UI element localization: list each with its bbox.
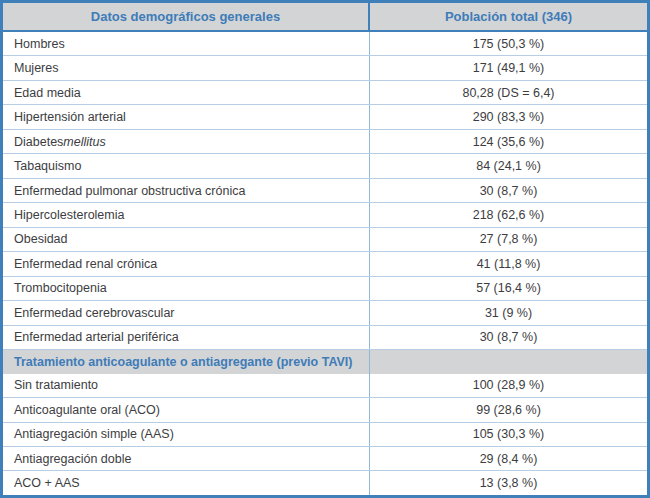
- row-value: 41 (11,8 %): [370, 252, 647, 275]
- row-label: Enfermedad cerebrovascular: [3, 301, 370, 324]
- row-label: Tabaquismo: [3, 154, 370, 177]
- row-label: Hipertensión arterial: [3, 105, 370, 128]
- table-row: Hipercolesterolemia218 (62,6 %): [3, 202, 647, 226]
- row-label: Antiagregación doble: [3, 447, 370, 470]
- table-row: ACO + AAS13 (3,8 %): [3, 470, 647, 494]
- table-row: Anticoagulante oral (ACO)99 (28,6 %): [3, 397, 647, 421]
- row-value: 218 (62,6 %): [370, 203, 647, 226]
- row-value: 31 (9 %): [370, 301, 647, 324]
- row-label: Enfermedad arterial periférica: [3, 326, 370, 349]
- table-row: Enfermedad renal crónica41 (11,8 %): [3, 251, 647, 275]
- row-value: 175 (50,3 %): [370, 32, 647, 55]
- section-empty-cell: [370, 350, 647, 373]
- table-row: Trombocitopenia57 (16,4 %): [3, 276, 647, 300]
- row-label: Mujeres: [3, 56, 370, 79]
- row-value: 30 (8,7 %): [370, 326, 647, 349]
- table-header-row: Datos demográficos generales Población t…: [3, 3, 647, 32]
- demographics-table: Datos demográficos generales Población t…: [0, 0, 650, 498]
- row-value: 27 (7,8 %): [370, 228, 647, 251]
- table-row: Hombres175 (50,3 %): [3, 32, 647, 55]
- row-value: 30 (8,7 %): [370, 179, 647, 202]
- row-value: 100 (28,9 %): [370, 374, 647, 397]
- row-value: 290 (83,3 %): [370, 105, 647, 128]
- column-header-population: Población total (346): [370, 3, 647, 30]
- row-value: 84 (24,1 %): [370, 154, 647, 177]
- row-value: 171 (49,1 %): [370, 56, 647, 79]
- row-label: ACO + AAS: [3, 471, 370, 494]
- table-row: Antiagregación doble29 (8,4 %): [3, 446, 647, 470]
- table-row: Mujeres171 (49,1 %): [3, 55, 647, 79]
- row-label: Diabetes mellitus: [3, 130, 370, 153]
- table-row: Sin tratamiento100 (28,9 %): [3, 374, 647, 397]
- row-label: Enfermedad renal crónica: [3, 252, 370, 275]
- row-label: Hombres: [3, 32, 370, 55]
- section-title-treatment: Tratamiento anticoagulante o antiagregan…: [3, 350, 370, 373]
- row-label: Antiagregación simple (AAS): [3, 423, 370, 446]
- row-value: 105 (30,3 %): [370, 423, 647, 446]
- column-header-demographics: Datos demográficos generales: [3, 3, 370, 30]
- row-label: Enfermedad pulmonar obstructiva crónica: [3, 179, 370, 202]
- row-value: 80,28 (DS = 6,4): [370, 81, 647, 104]
- table-row: Diabetes mellitus124 (35,6 %): [3, 129, 647, 153]
- table-row: Enfermedad cerebrovascular31 (9 %): [3, 300, 647, 324]
- row-value: 29 (8,4 %): [370, 447, 647, 470]
- row-label: Anticoagulante oral (ACO): [3, 398, 370, 421]
- table-row: Enfermedad pulmonar obstructiva crónica3…: [3, 178, 647, 202]
- row-label: Obesidad: [3, 228, 370, 251]
- row-label: Hipercolesterolemia: [3, 203, 370, 226]
- table-row: Hipertensión arterial290 (83,3 %): [3, 104, 647, 128]
- table-row: Edad media80,28 (DS = 6,4): [3, 80, 647, 104]
- row-value: 13 (3,8 %): [370, 471, 647, 494]
- row-value: 124 (35,6 %): [370, 130, 647, 153]
- row-label: Trombocitopenia: [3, 277, 370, 300]
- row-label: Sin tratamiento: [3, 374, 370, 397]
- table-row: Tabaquismo84 (24,1 %): [3, 153, 647, 177]
- table-row: Antiagregación simple (AAS)105 (30,3 %): [3, 422, 647, 446]
- row-label: Edad media: [3, 81, 370, 104]
- row-value: 99 (28,6 %): [370, 398, 647, 421]
- table-section-header-row: Tratamiento anticoagulante o antiagregan…: [3, 349, 647, 373]
- table-row: Obesidad27 (7,8 %): [3, 227, 647, 251]
- table-row: Enfermedad arterial periférica30 (8,7 %): [3, 325, 647, 349]
- row-value: 57 (16,4 %): [370, 277, 647, 300]
